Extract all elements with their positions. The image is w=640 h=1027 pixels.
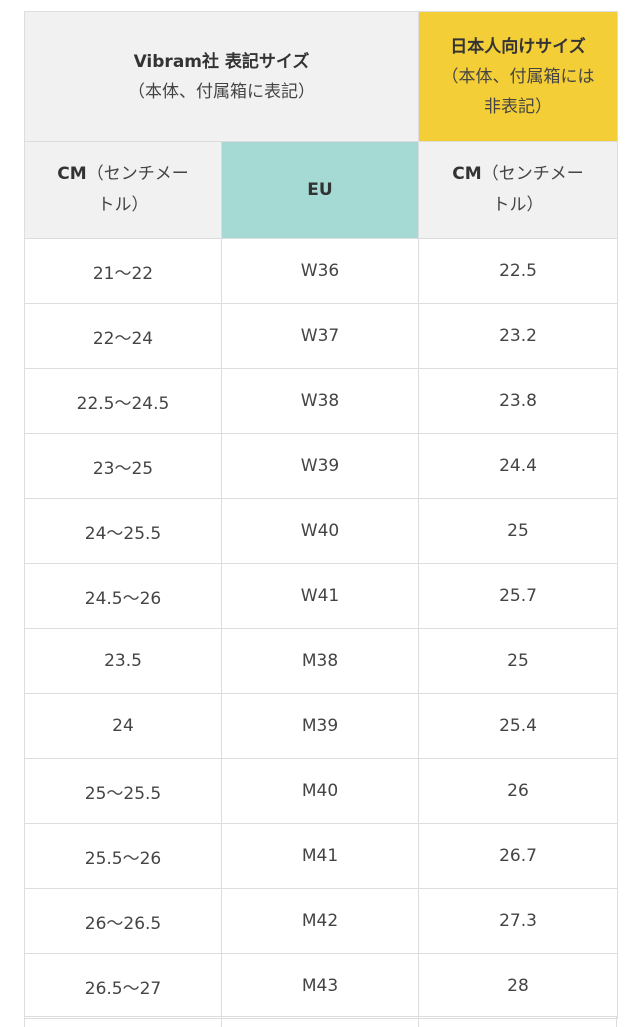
cell-eu-size: M39 — [221, 693, 419, 759]
cell-eu-size: M41 — [221, 823, 419, 889]
cell-eu-size: M40 — [221, 758, 419, 824]
cell-eu-size: W38 — [221, 368, 419, 434]
column-header-japan-cm: CM（センチメー トル） — [418, 141, 618, 239]
cell-japan-cm: 23.8 — [418, 368, 618, 434]
cell-eu-size: W36 — [221, 238, 419, 304]
cell-eu-size: W41 — [221, 563, 419, 629]
cell-japan-cm: 27.3 — [418, 888, 618, 954]
cell-japan-cm: 26.7 — [418, 823, 618, 889]
header-row-columns: CM（センチメー トル） EU CM（センチメー トル） — [24, 141, 618, 239]
cell-eu-size: W39 — [221, 433, 419, 499]
cell-vibram-cm: 24 — [24, 693, 222, 759]
column-header-eu: EU — [221, 141, 419, 239]
table-row: 24〜25.5 W40 25 — [24, 498, 618, 564]
japan-size-subtitle-line1: （本体、付属箱には — [441, 66, 595, 87]
column-header-japan-cm-unit: CM — [452, 164, 482, 184]
cell-japan-cm: 25.4 — [418, 693, 618, 759]
column-header-vibram-cm-unit: CM — [57, 164, 87, 184]
cell-vibram-cm: 22.5〜24.5 — [24, 368, 222, 434]
cell-vibram-cm: 21〜22 — [24, 238, 222, 304]
header-row-group: Vibram社 表記サイズ （本体、付属箱に表記） 日本人向けサイズ （本体、付… — [24, 11, 618, 142]
cell-eu-size: W37 — [221, 303, 419, 369]
table-row: 26.5〜27 M43 28 — [24, 953, 618, 1019]
table-row: 23.5 M38 25 — [24, 628, 618, 694]
cell-vibram-cm: 22〜24 — [24, 303, 222, 369]
cell-eu-size: W40 — [221, 498, 419, 564]
table-row: 22.5〜24.5 W38 23.8 — [24, 368, 618, 434]
japan-size-header: 日本人向けサイズ （本体、付属箱には 非表記） — [418, 11, 618, 142]
table-row: 26〜26.5 M42 27.3 — [24, 888, 618, 954]
vibram-size-title: Vibram社 表記サイズ — [133, 51, 310, 72]
table-row: 24.5〜26 W41 25.7 — [24, 563, 618, 629]
japan-size-subtitle-line2: 非表記） — [484, 96, 552, 117]
cell-eu-size: M42 — [221, 888, 419, 954]
cell-eu-size: M38 — [221, 628, 419, 694]
table-row: 25.5〜26 M41 26.7 — [24, 823, 618, 889]
column-header-japan-cm-label: （センチメー — [481, 164, 584, 184]
cell-japan-cm: 28 — [418, 953, 618, 1019]
cell-japan-cm: 23.2 — [418, 303, 618, 369]
table-row: 25〜25.5 M40 26 — [24, 758, 618, 824]
cell-vibram-cm: 25.5〜26 — [24, 823, 222, 889]
table-continuation-edge — [24, 1016, 617, 1027]
cell-japan-cm: 24.4 — [418, 433, 618, 499]
vibram-size-subtitle: （本体、付属箱に表記） — [128, 81, 315, 102]
cell-japan-cm: 25.7 — [418, 563, 618, 629]
cell-vibram-cm: 23.5 — [24, 628, 222, 694]
column-header-japan-cm-label-line2: トル） — [492, 195, 544, 215]
column-header-eu-label: EU — [307, 180, 333, 200]
column-header-vibram-cm-label: （センチメー — [86, 164, 189, 184]
table-row: 23〜25 W39 24.4 — [24, 433, 618, 499]
cell-japan-cm: 22.5 — [418, 238, 618, 304]
cell-japan-cm: 25 — [418, 628, 618, 694]
cell-japan-cm: 26 — [418, 758, 618, 824]
column-header-vibram-cm: CM（センチメー トル） — [24, 141, 222, 239]
cell-vibram-cm: 26〜26.5 — [24, 888, 222, 954]
table-body: Vibram社 表記サイズ （本体、付属箱に表記） 日本人向けサイズ （本体、付… — [24, 11, 618, 1019]
table-row: 21〜22 W36 22.5 — [24, 238, 618, 304]
size-conversion-table: Vibram社 表記サイズ （本体、付属箱に表記） 日本人向けサイズ （本体、付… — [24, 11, 618, 1019]
vibram-size-header: Vibram社 表記サイズ （本体、付属箱に表記） — [24, 11, 419, 142]
column-header-vibram-cm-label-line2: トル） — [97, 195, 149, 215]
cell-japan-cm: 25 — [418, 498, 618, 564]
cell-vibram-cm: 25〜25.5 — [24, 758, 222, 824]
cell-vibram-cm: 23〜25 — [24, 433, 222, 499]
table-row: 24 M39 25.4 — [24, 693, 618, 759]
cell-vibram-cm: 24〜25.5 — [24, 498, 222, 564]
cell-eu-size: M43 — [221, 953, 419, 1019]
cell-vibram-cm: 24.5〜26 — [24, 563, 222, 629]
cell-vibram-cm: 26.5〜27 — [24, 953, 222, 1019]
table-row: 22〜24 W37 23.2 — [24, 303, 618, 369]
japan-size-title: 日本人向けサイズ — [450, 36, 586, 57]
